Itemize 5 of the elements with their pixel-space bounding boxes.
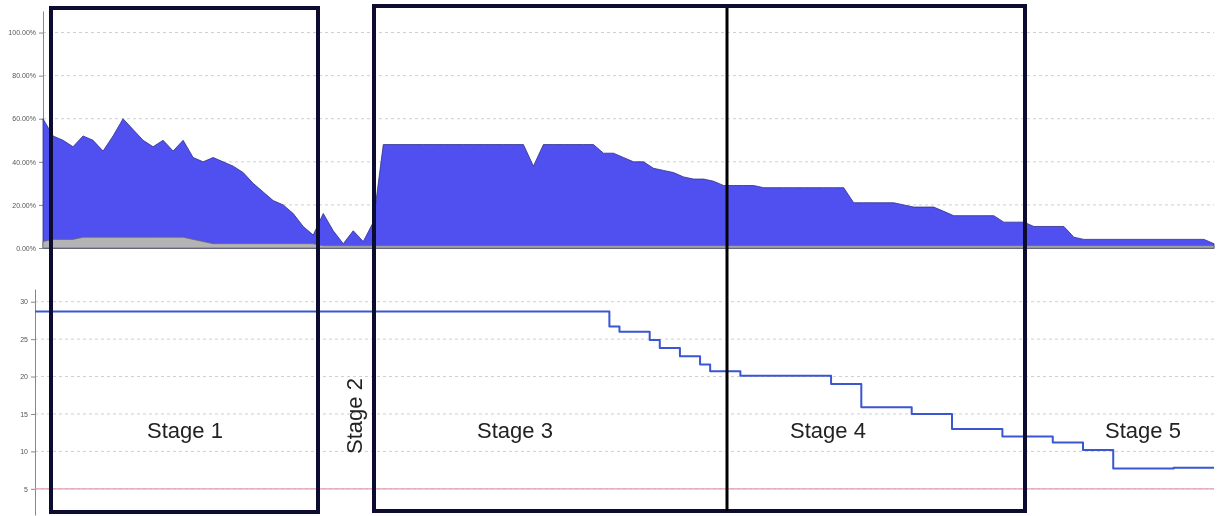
annotation: Stage 3 xyxy=(477,417,553,443)
annotation: Stage 1 xyxy=(147,417,223,443)
annotation: Stage 5 xyxy=(1105,417,1181,443)
annotation: Stage 4 xyxy=(790,417,866,443)
annotation: Stage 2 xyxy=(341,378,367,454)
